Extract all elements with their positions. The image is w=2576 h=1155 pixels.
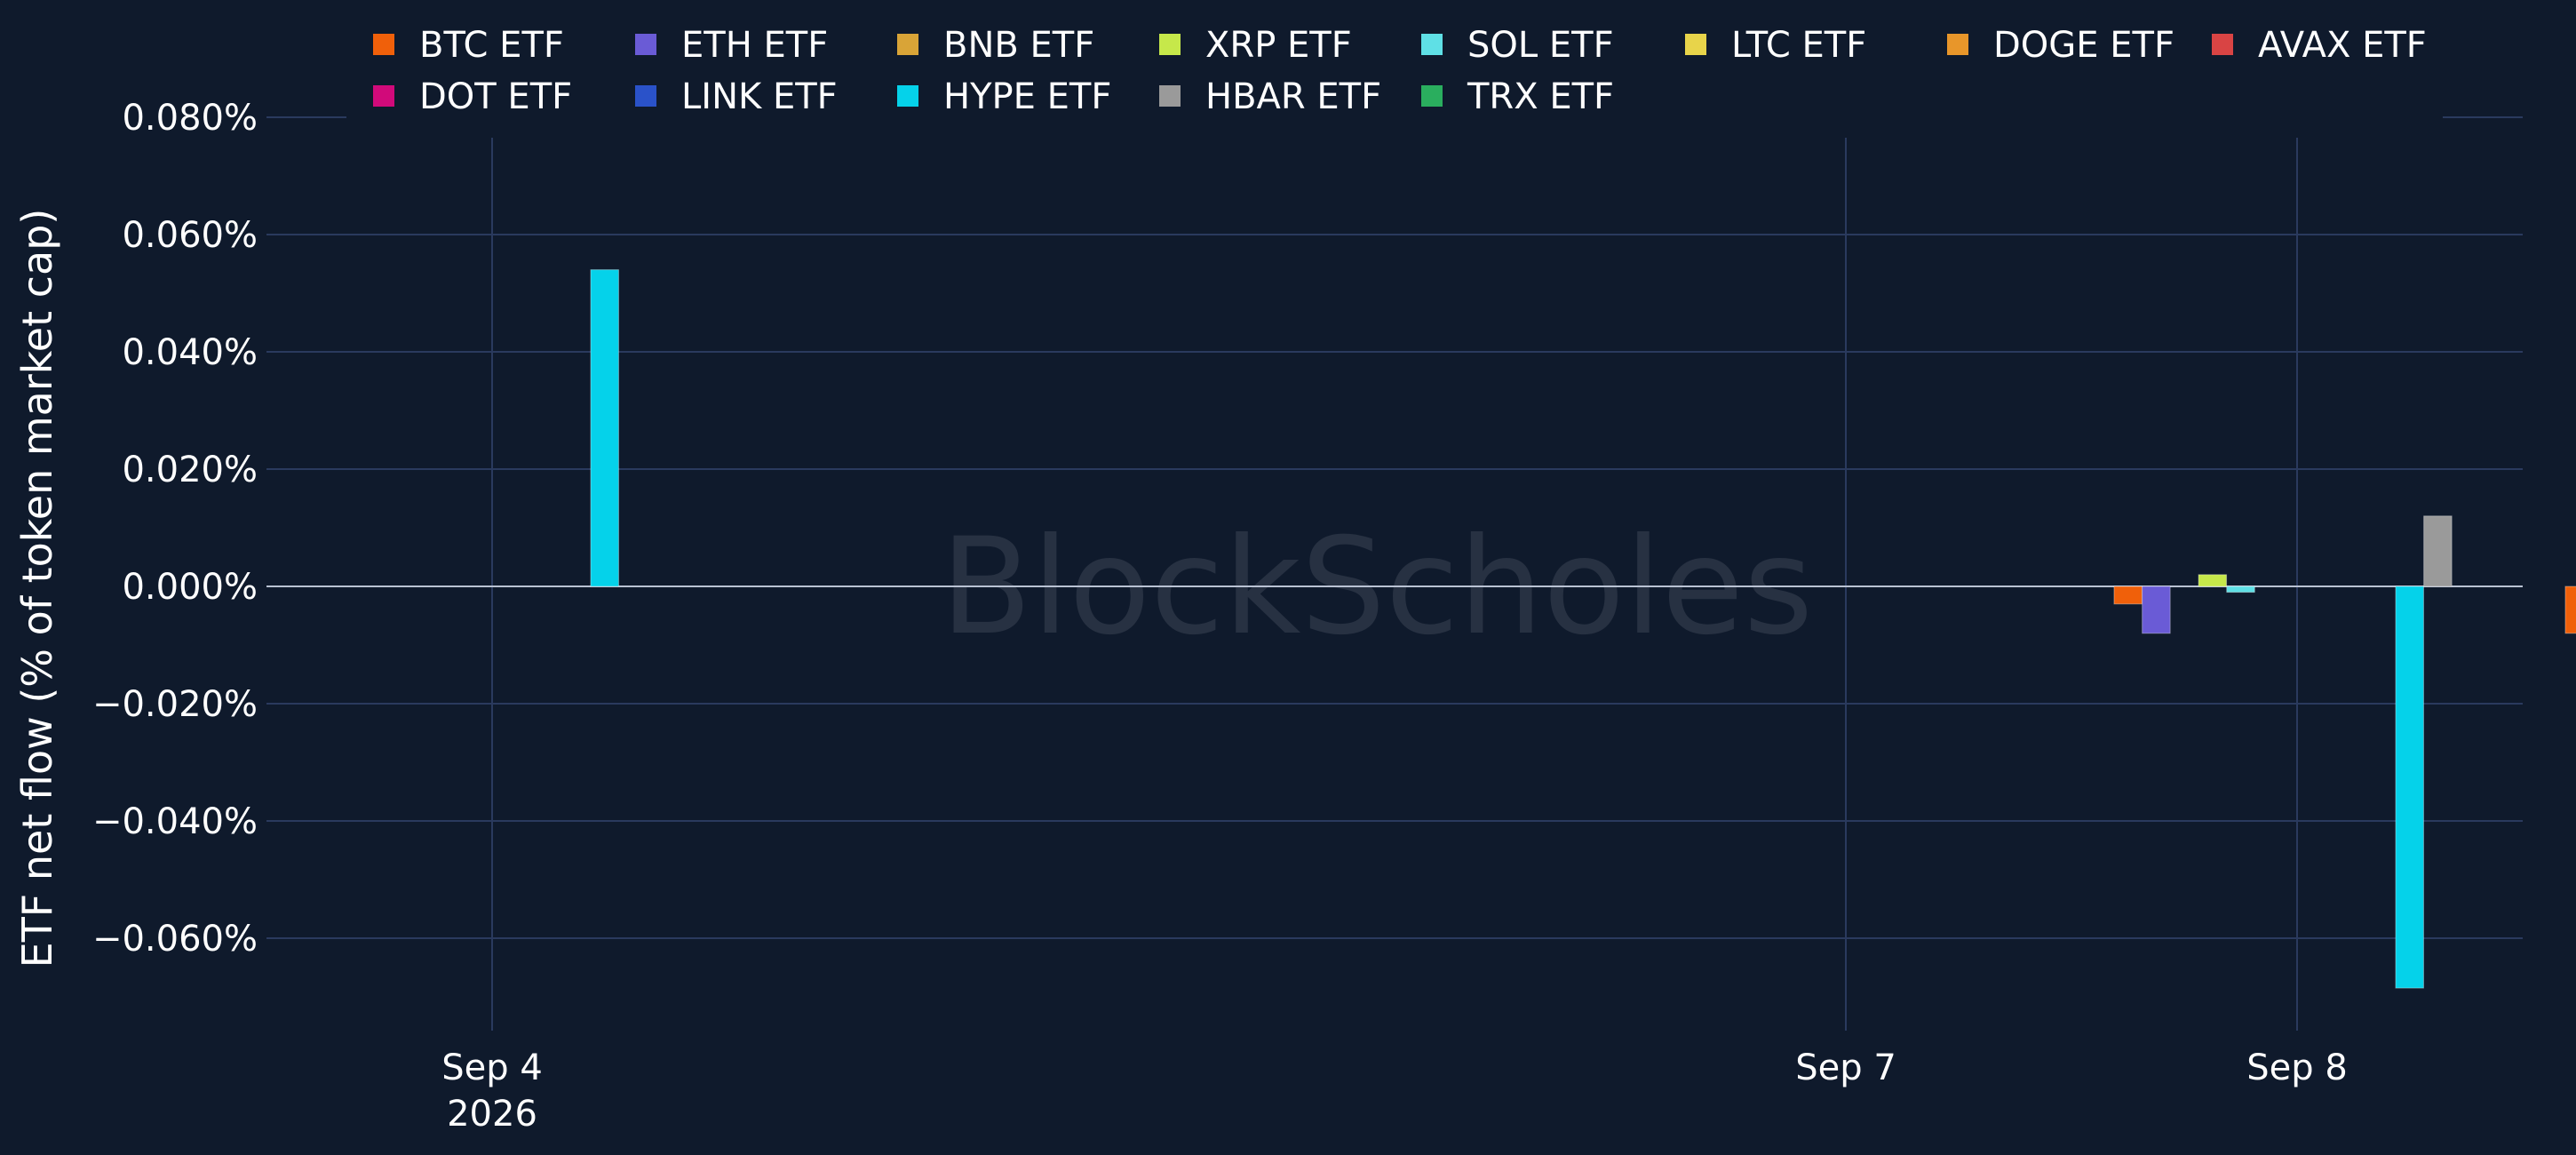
legend-item[interactable]: DOGE ETF xyxy=(1947,25,2174,66)
legend-swatch xyxy=(1159,34,1181,55)
legend: BTC ETF ETH ETF BNB ETF XRP ETF SOL ETF LTC E… xyxy=(346,16,2443,124)
legend-swatch xyxy=(1421,34,1443,55)
legend-swatch xyxy=(635,85,656,107)
legend-swatch xyxy=(373,34,394,55)
y-tick-label: 0.000% xyxy=(122,567,258,608)
legend-item[interactable]: SOL ETF xyxy=(1421,25,1614,66)
legend-item[interactable]: AVAX ETF xyxy=(2212,25,2427,66)
legend-swatch xyxy=(635,34,656,55)
legend-label: AVAX ETF xyxy=(2258,25,2427,66)
legend-swatch xyxy=(897,34,918,55)
legend-label: DOT ETF xyxy=(419,76,572,117)
bar-hype-etf xyxy=(2395,585,2424,989)
legend-swatch xyxy=(1421,85,1443,107)
bar-hype-etf xyxy=(590,269,619,587)
legend-label: XRP ETF xyxy=(1205,25,1352,66)
legend-item[interactable]: HYPE ETF xyxy=(897,76,1111,117)
x-tick-label: Sep 7 xyxy=(1795,1047,1896,1088)
legend-item[interactable]: LTC ETF xyxy=(1685,25,1866,66)
legend-item[interactable]: TRX ETF xyxy=(1421,76,1614,117)
legend-item[interactable]: XRP ETF xyxy=(1159,25,1352,66)
legend-swatch xyxy=(2212,34,2233,55)
legend-label: BTC ETF xyxy=(419,25,564,66)
y-tick-label: −0.040% xyxy=(92,801,258,842)
legend-label: BNB ETF xyxy=(943,25,1094,66)
x-tick-label: Sep 4 xyxy=(441,1047,543,1088)
y-tick-label: 0.060% xyxy=(122,215,258,256)
y-tick-label: 0.080% xyxy=(122,98,258,139)
y-tick-label: −0.020% xyxy=(92,684,258,725)
bar-xrp-etf xyxy=(2198,574,2228,587)
legend-label: HBAR ETF xyxy=(1205,76,1381,117)
legend-background xyxy=(346,16,2443,124)
bar-eth-etf xyxy=(2142,585,2171,634)
x-tick-label: Sep 8 xyxy=(2246,1047,2348,1088)
bar-btc-etf xyxy=(2564,585,2576,634)
legend-label: HYPE ETF xyxy=(943,76,1111,117)
x-tick-label: 2026 xyxy=(447,1094,537,1135)
legend-item[interactable]: DOT ETF xyxy=(373,76,572,117)
legend-label: ETH ETF xyxy=(681,25,828,66)
legend-item[interactable]: ETH ETF xyxy=(635,25,828,66)
legend-item[interactable]: BTC ETF xyxy=(373,25,564,66)
y-tick-label: 0.040% xyxy=(122,332,258,373)
legend-swatch xyxy=(1159,85,1181,107)
legend-item[interactable]: HBAR ETF xyxy=(1159,76,1381,117)
legend-label: DOGE ETF xyxy=(1993,25,2174,66)
y-tick-label: −0.060% xyxy=(92,919,258,960)
legend-item[interactable]: BNB ETF xyxy=(897,25,1094,66)
legend-swatch xyxy=(373,85,394,107)
bar-btc-etf xyxy=(2113,585,2143,605)
legend-swatch xyxy=(1685,34,1706,55)
legend-swatch xyxy=(897,85,918,107)
y-tick-label: 0.020% xyxy=(122,450,258,490)
legend-swatch xyxy=(1947,34,1968,55)
y-axis-title: ETF net flow (% of token market cap) xyxy=(13,209,61,968)
legend-item[interactable]: LINK ETF xyxy=(635,76,838,117)
bars xyxy=(590,269,2576,989)
bar-sol-etf xyxy=(2226,585,2255,593)
y-tick-labels: 0.080% 0.060% 0.040% 0.020% 0.000% −0.020% −0.… xyxy=(92,98,258,960)
legend-label: SOL ETF xyxy=(1467,25,1614,66)
legend-label: LTC ETF xyxy=(1731,25,1866,66)
legend-label: TRX ETF xyxy=(1467,76,1614,117)
bar-hbar-etf xyxy=(2423,515,2453,587)
legend-label: LINK ETF xyxy=(681,76,838,117)
